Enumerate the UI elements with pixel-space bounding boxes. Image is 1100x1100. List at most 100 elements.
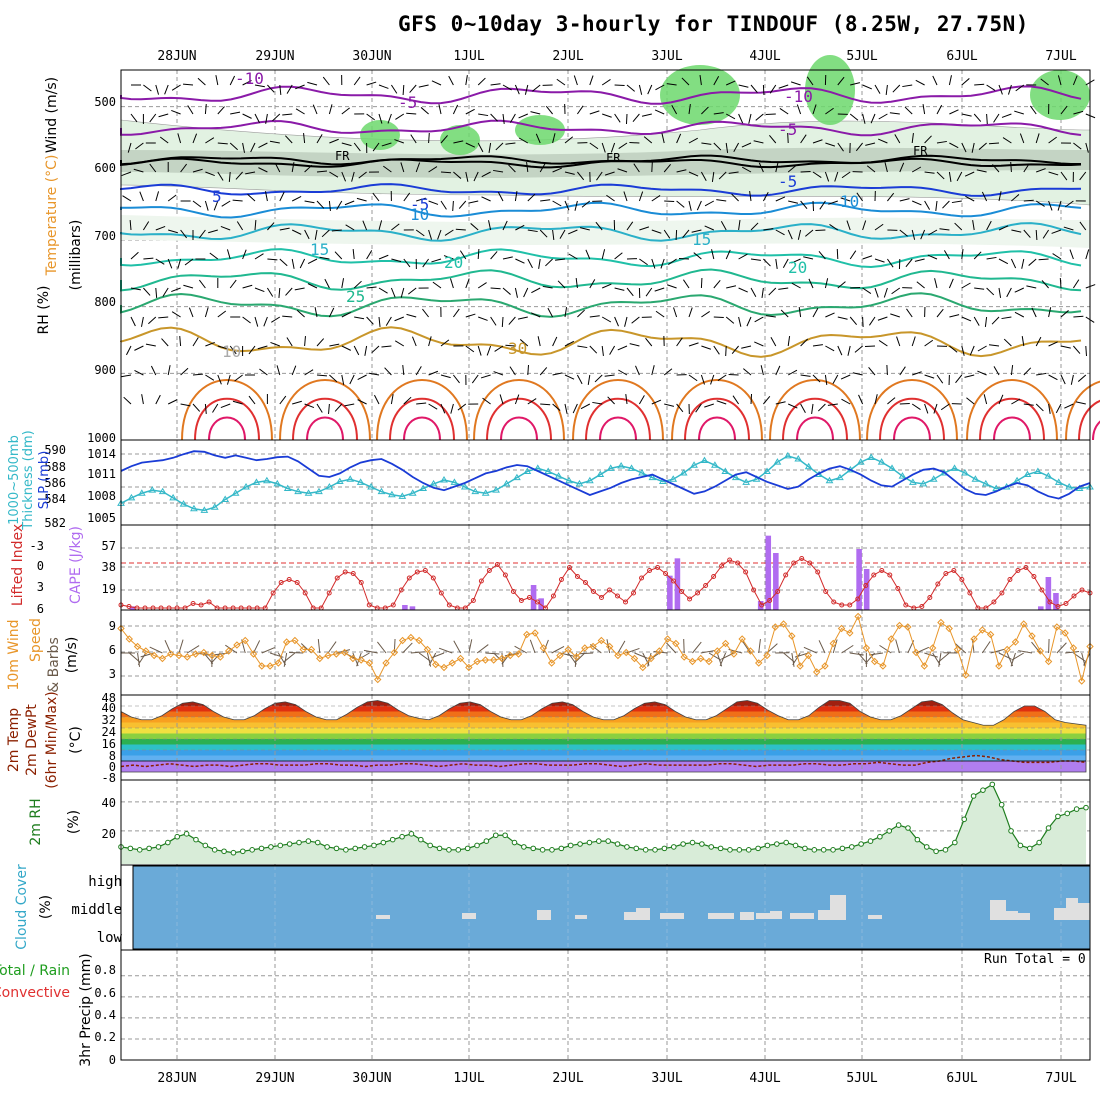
upper-barb (1041, 280, 1049, 289)
rh-point (183, 831, 190, 837)
upper-barb (742, 166, 752, 173)
upper-barb (695, 403, 702, 413)
rh-point (708, 844, 715, 850)
upper-barb (874, 394, 878, 405)
upper-barb (304, 369, 314, 376)
upper-barb (992, 164, 1000, 173)
cape-bar (1053, 593, 1059, 610)
lifted-index-point (1039, 587, 1045, 593)
upper-barb (490, 316, 497, 326)
thickness-point (929, 475, 938, 482)
precip-tick: 0.8 (94, 963, 116, 977)
upper-barb (324, 278, 330, 289)
upper-barb (862, 287, 872, 295)
upper-barb (633, 163, 640, 173)
wind-speed-point (605, 642, 614, 651)
upper-barb (171, 311, 181, 318)
upper-barb (604, 374, 615, 377)
rh-point (1017, 842, 1024, 849)
upper-barb (885, 84, 888, 95)
upper-barb (660, 258, 665, 269)
wind10m-barb (665, 642, 677, 654)
lifted-index-point (831, 599, 837, 605)
upper-barb (552, 133, 556, 144)
lifted-index-point (342, 569, 348, 575)
upper-barb (629, 141, 640, 144)
temp-band-4 (121, 739, 1086, 745)
upper-barb (515, 258, 525, 264)
wind10m-barb (981, 641, 991, 654)
date-label-top: 2JUL (552, 49, 583, 64)
upper-barb (874, 223, 884, 231)
upper-barb (362, 220, 368, 231)
upper-barb (579, 227, 590, 231)
upper-barb (257, 345, 268, 350)
side-label-cloud-unit: (%) (38, 895, 54, 919)
wind-speed-point (489, 656, 498, 664)
upper-barb (242, 249, 247, 260)
upper-tick: 800 (94, 295, 116, 309)
upper-barb (155, 258, 165, 265)
upper-barb (1079, 171, 1087, 181)
wind10m-barb (277, 652, 286, 666)
upper-barb (678, 257, 690, 260)
upper-barb (986, 84, 996, 91)
upper-barb (700, 374, 705, 385)
temp-contour-8 (120, 268, 1082, 292)
upper-barb (738, 84, 749, 88)
upper-barb (682, 229, 690, 238)
upper-barb (514, 394, 520, 405)
upper-barb (988, 142, 1000, 145)
upper-barb (559, 229, 566, 239)
upper-barb (250, 142, 256, 153)
rh-point (221, 848, 227, 855)
wind-speed-point (945, 624, 953, 633)
wind-speed-point (390, 648, 399, 657)
rh-point (146, 845, 152, 852)
upper-barb (527, 193, 536, 202)
cape-tick: 57 (102, 539, 116, 553)
wind-speed-point (879, 662, 887, 670)
lifted-index-point (879, 568, 885, 573)
upper-barb (651, 229, 662, 234)
upper-barb (808, 278, 814, 289)
rh-point (165, 839, 171, 846)
wind10m-barb (402, 642, 413, 654)
thickness-point (460, 483, 469, 490)
rh-point (820, 847, 827, 853)
upper-barb (254, 84, 265, 88)
upper-barb (187, 105, 194, 115)
wind10m-barb (410, 651, 425, 654)
wind10m-barb (529, 639, 536, 654)
thickness-point (1023, 470, 1032, 478)
thickness-point (335, 477, 344, 485)
upper-barb (733, 142, 740, 152)
lifted-index-point (719, 563, 725, 569)
upper-barb (387, 113, 392, 124)
lifted-index-point (1023, 565, 1029, 570)
upper-barb (254, 219, 257, 231)
upper-barb (502, 256, 513, 260)
thickness-point (137, 489, 146, 496)
rh-point (399, 833, 405, 840)
upper-barb (701, 310, 710, 318)
upper-barb (601, 345, 604, 356)
upper-barb (344, 200, 355, 206)
upper-barb (948, 171, 952, 182)
upper-barb (336, 200, 343, 210)
upper-barb (638, 84, 643, 95)
wind10m-barb (792, 652, 801, 666)
wind-speed-point (125, 635, 133, 643)
upper-barb (989, 344, 1000, 347)
lifted-index-point (783, 572, 789, 578)
rh-point (624, 844, 630, 850)
upper-barb (248, 395, 256, 405)
upper-barb (215, 75, 219, 86)
upper-barb (1057, 200, 1062, 211)
upper-barb (545, 105, 553, 115)
upper-barb (552, 167, 563, 173)
upper-barb (726, 285, 737, 289)
upper-barb (471, 374, 479, 384)
upper-barb (811, 403, 814, 414)
temp-contour-7 (120, 248, 1082, 269)
